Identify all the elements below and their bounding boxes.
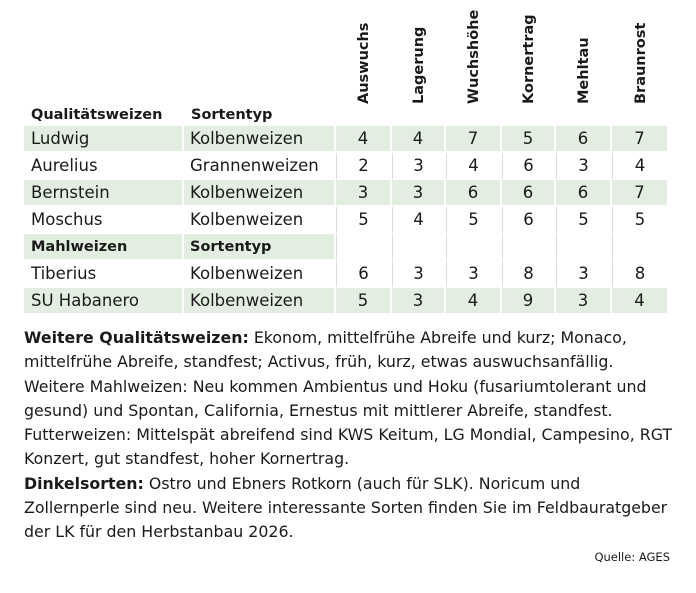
- notes-paragraph-weizen: Weitere Qualitätsweizen: Ekonom, mittelf…: [24, 326, 674, 472]
- score-cell: 3: [556, 153, 612, 180]
- variety-name: Aurelius: [24, 153, 184, 180]
- variety-name: Moschus: [24, 207, 184, 234]
- section-heading-mahlweizen: Mahlweizen: [24, 234, 184, 261]
- section-header-row: Mahlweizen Sortentyp: [24, 234, 669, 261]
- score-cell: 6: [502, 180, 556, 207]
- table-row: Tiberius Kolbenweizen 6 3 3 8 3 8: [24, 261, 669, 288]
- score-cell: 4: [392, 207, 446, 234]
- score-cell: 4: [336, 126, 392, 153]
- score-cell: 3: [556, 261, 612, 288]
- empty-cell: [392, 234, 446, 261]
- variety-name: Tiberius: [24, 261, 184, 288]
- empty-cell: [556, 234, 612, 261]
- table-row: Bernstein Kolbenweizen 3 3 6 6 6 7: [24, 180, 669, 207]
- score-cell: 3: [392, 261, 446, 288]
- column-header-lagerung: Lagerung: [411, 26, 427, 104]
- variety-type: Grannenweizen: [184, 153, 336, 180]
- notes-body-dinkel: Ostro und Ebners Rotkorn (auch für SLK).…: [24, 473, 668, 542]
- score-cell: 5: [336, 207, 392, 234]
- score-cell: 5: [556, 207, 612, 234]
- score-cell: 7: [612, 126, 669, 153]
- variety-name: Bernstein: [24, 180, 184, 207]
- score-cell: 6: [502, 153, 556, 180]
- notes-label-dinkelsorten: Dinkelsorten:: [24, 473, 144, 493]
- source-credit: Quelle: AGES: [594, 550, 670, 564]
- score-cell: 4: [392, 126, 446, 153]
- score-cell: 4: [446, 288, 502, 315]
- score-cell: 2: [336, 153, 392, 180]
- score-cell: 3: [446, 261, 502, 288]
- column-header-kornertrag: Kornertrag: [521, 14, 537, 104]
- score-cell: 8: [612, 261, 669, 288]
- table-row: Moschus Kolbenweizen 5 4 5 6 5 5: [24, 207, 669, 234]
- score-cell: 5: [336, 288, 392, 315]
- score-cell: 4: [612, 288, 669, 315]
- score-cell: 5: [612, 207, 669, 234]
- variety-type: Kolbenweizen: [184, 261, 336, 288]
- variety-type: Kolbenweizen: [184, 288, 336, 315]
- score-cell: 6: [556, 126, 612, 153]
- sortentyp-heading: Sortentyp: [184, 234, 336, 261]
- notes-text: Weitere Qualitätsweizen: Ekonom, mittelf…: [24, 326, 674, 545]
- table-row: Aurelius Grannenweizen 2 3 4 6 3 4: [24, 153, 669, 180]
- column-header-wuchshoehe: Wuchshöhe: [466, 9, 482, 104]
- score-cell: 5: [446, 207, 502, 234]
- column-header-braunrost: Braunrost: [632, 22, 649, 104]
- variety-table-wrapper: Qualitätsweizen Sortentyp Auswuchs Lager…: [24, 0, 669, 315]
- column-header-mehltau: Mehltau: [576, 37, 592, 104]
- score-cell: 3: [556, 288, 612, 315]
- variety-table: Qualitätsweizen Sortentyp Auswuchs Lager…: [24, 0, 669, 315]
- table-row: SU Habanero Kolbenweizen 5 3 4 9 3 4: [24, 288, 669, 315]
- score-cell: 5: [502, 126, 556, 153]
- score-cell: 6: [556, 180, 612, 207]
- score-cell: 9: [502, 288, 556, 315]
- empty-cell: [612, 234, 669, 261]
- variety-type: Kolbenweizen: [184, 180, 336, 207]
- notes-label-qualitaetsweizen: Weitere Qualitätsweizen:: [24, 328, 249, 347]
- empty-cell: [502, 234, 556, 261]
- sortentyp-heading: Sortentyp: [191, 107, 273, 123]
- notes-body-weizen: Ekonom, mittelfrühe Abreife und kurz; Mo…: [24, 328, 673, 469]
- column-header-auswuchs: Auswuchs: [356, 22, 372, 104]
- notes-paragraph-dinkel: Dinkelsorten: Ostro und Ebners Rotkorn (…: [24, 472, 674, 545]
- variety-name: SU Habanero: [24, 288, 184, 315]
- score-cell: 6: [446, 180, 502, 207]
- score-cell: 6: [502, 207, 556, 234]
- score-cell: 8: [502, 261, 556, 288]
- score-cell: 3: [392, 153, 446, 180]
- empty-cell: [336, 234, 392, 261]
- score-cell: 6: [336, 261, 392, 288]
- score-cell: 7: [446, 126, 502, 153]
- variety-name: Ludwig: [24, 126, 184, 153]
- empty-cell: [446, 234, 502, 261]
- variety-type: Kolbenweizen: [184, 207, 336, 234]
- variety-type: Kolbenweizen: [184, 126, 336, 153]
- score-cell: 4: [612, 153, 669, 180]
- score-cell: 4: [446, 153, 502, 180]
- score-cell: 7: [612, 180, 669, 207]
- table-header-row: Qualitätsweizen Sortentyp Auswuchs Lager…: [24, 0, 669, 126]
- score-cell: 3: [392, 288, 446, 315]
- section-heading-qualitaetsweizen: Qualitätsweizen: [31, 107, 163, 123]
- table-row: Ludwig Kolbenweizen 4 4 7 5 6 7: [24, 126, 669, 153]
- score-cell: 3: [336, 180, 392, 207]
- score-cell: 3: [392, 180, 446, 207]
